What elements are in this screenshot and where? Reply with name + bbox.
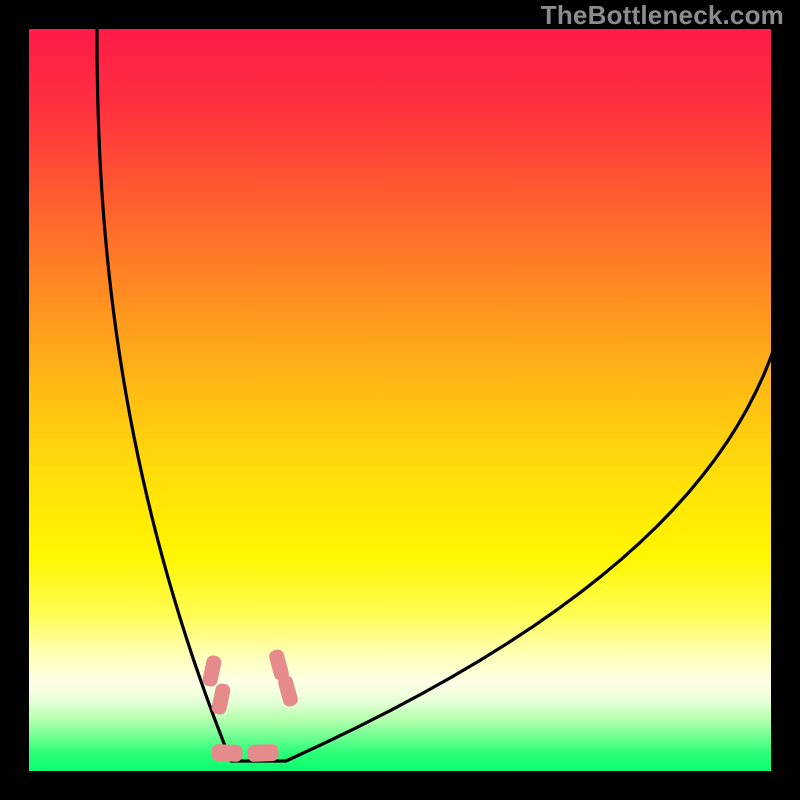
chart-frame: TheBottleneck.com xyxy=(0,0,800,800)
plot-area xyxy=(29,29,771,771)
pink-marker xyxy=(212,744,243,761)
pink-marker xyxy=(248,744,279,761)
watermark-text: TheBottleneck.com xyxy=(541,0,784,31)
plot-svg xyxy=(29,29,771,771)
gradient-background xyxy=(29,29,771,771)
